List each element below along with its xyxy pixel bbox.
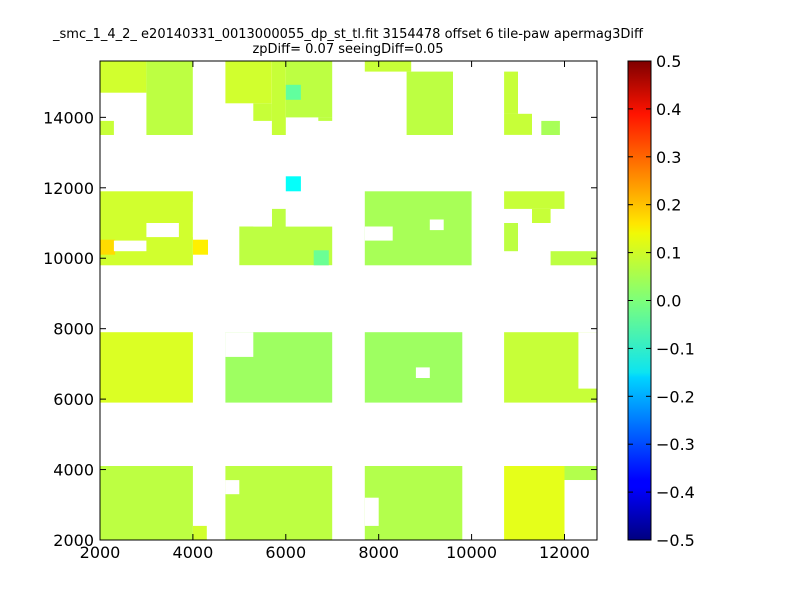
heatmap-block [100, 332, 193, 403]
colorbar-tick-label: −0.1 [656, 339, 695, 358]
heatmap-empty-cell [429, 219, 444, 231]
heatmap-block [100, 61, 147, 93]
heatmap-block [364, 332, 463, 403]
chart-title-line2: zpDiff= 0.07 seeingDiff=0.05 [252, 42, 443, 57]
heatmap-block [532, 208, 551, 223]
heatmap-block [100, 120, 114, 135]
heatmap-empty-cell [225, 332, 254, 357]
x-tick-label: 12000 [539, 543, 590, 562]
y-tick-label: 2000 [53, 531, 94, 550]
y-tick-label: 8000 [53, 320, 94, 339]
y-tick-label: 6000 [53, 390, 94, 409]
y-tick-label: 12000 [43, 179, 94, 198]
x-tick-label: 4000 [173, 543, 214, 562]
heatmap-empty-cell [113, 240, 147, 252]
heatmap-block [318, 117, 333, 121]
colorbar-tick-label: 0.3 [656, 148, 681, 167]
heatmap-block [406, 71, 453, 135]
heatmap-empty-cell [285, 201, 333, 227]
heatmap-block [364, 466, 463, 540]
heatmap-block [225, 61, 272, 104]
colorbar-tick-label: −0.5 [656, 531, 695, 550]
heatmap-empty-cell [146, 223, 179, 238]
heatmap-cell [192, 239, 208, 255]
colorbar-tick-label: 0.2 [656, 196, 681, 215]
heatmap-cell [313, 250, 329, 266]
x-axis: 2000 4000 6000 8000 10000 12000 [80, 61, 590, 562]
plot-area [100, 61, 597, 540]
heatmap-block [225, 466, 333, 540]
heatmap-block [271, 208, 286, 227]
heatmap-block [504, 71, 518, 114]
heatmap-block [504, 191, 565, 209]
heatmap-block [253, 103, 272, 121]
heatmap-block [541, 120, 560, 135]
heatmap-block [146, 61, 193, 135]
heatmap-block [564, 466, 597, 481]
x-tick-label: 2000 [80, 543, 121, 562]
x-tick-label: 8000 [358, 543, 399, 562]
heatmap-block [364, 61, 412, 72]
heatmap-block [504, 466, 565, 540]
colorbar-tick-label: 0.0 [656, 292, 681, 311]
heatmap-block [192, 525, 207, 540]
heatmap-block [504, 223, 518, 252]
colorbar-tick-label: −0.4 [656, 483, 695, 502]
colorbar-tick-label: 0.1 [656, 244, 681, 263]
heatmap-cell [285, 84, 301, 100]
heatmap-empty-cell [225, 480, 240, 495]
colorbar-tick-label: 0.5 [656, 52, 681, 71]
heatmap-block [504, 113, 532, 135]
x-tick-label: 10000 [446, 543, 497, 562]
x-tick-label: 6000 [265, 543, 306, 562]
heatmap-block [271, 61, 286, 135]
colorbar-tick-label: 0.4 [656, 100, 681, 119]
heatmap-empty-cell [364, 497, 379, 526]
colorbar-axis: 0.5 0.4 0.3 0.2 0.1 0.0 −0.1 −0.2 −0.3 −0.4 −0.5 [628, 52, 695, 550]
colorbar-tick-label: −0.2 [656, 387, 695, 406]
colorbar-tick-label: −0.3 [656, 435, 695, 454]
heatmap-empty-cell [578, 332, 597, 389]
heatmap-block [100, 466, 193, 540]
heatmap-cell [100, 239, 116, 255]
heatmap-empty-cell [364, 226, 393, 241]
y-tick-label: 14000 [43, 108, 94, 127]
heatmap-empty-cell [253, 201, 272, 227]
plot-frame [99, 60, 598, 541]
y-axis: 2000 4000 6000 8000 10000 12000 14000 [43, 108, 597, 550]
y-tick-label: 4000 [53, 461, 94, 480]
heatmap-empty-cell [192, 201, 212, 238]
heatmap-cell [285, 176, 301, 192]
heatmap-empty-cell [415, 367, 430, 378]
heatmap-block [550, 251, 597, 266]
chart-title-line1: _smc_1_4_2_ e20140331_0013000055_dp_st_t… [52, 27, 644, 42]
heatmap-empty-cell [564, 480, 597, 540]
y-tick-label: 10000 [43, 249, 94, 268]
